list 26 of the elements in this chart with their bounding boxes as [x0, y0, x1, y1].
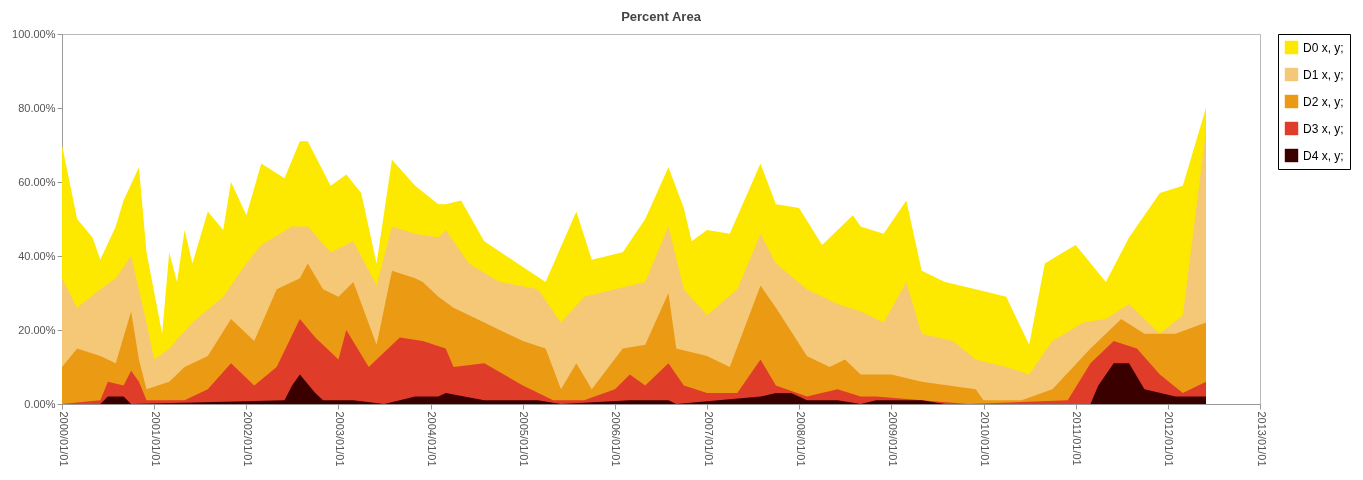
- x-tick-label: 2013/01/01: [1255, 411, 1268, 467]
- y-tick-label: 40.00%: [18, 249, 56, 262]
- x-tick-label: 2005/01/01: [518, 411, 531, 467]
- y-tick-label: 100.00%: [12, 27, 56, 40]
- x-tick-label: 2012/01/01: [1163, 411, 1176, 467]
- y-tick-label: 60.00%: [18, 175, 56, 188]
- x-tick-label: 2006/01/01: [610, 411, 623, 467]
- x-tick-label: 2007/01/01: [702, 411, 715, 467]
- x-tick-label: 2004/01/01: [426, 411, 439, 467]
- chart-title: Percent Area: [621, 9, 702, 24]
- x-tick-label: 2000/01/01: [57, 411, 70, 467]
- y-tick-label: 20.00%: [18, 323, 56, 336]
- legend-label: D0 x, y;: [1303, 40, 1344, 55]
- legend-label: D1 x, y;: [1303, 67, 1344, 82]
- x-tick-label: 2001/01/01: [149, 411, 162, 467]
- x-tick-label: 2010/01/01: [979, 411, 992, 467]
- x-tick-label: 2008/01/01: [794, 411, 807, 467]
- x-tick-label: 2009/01/01: [886, 411, 899, 467]
- x-tick-label: 2003/01/01: [333, 411, 346, 467]
- legend-label: D2 x, y;: [1303, 94, 1344, 109]
- x-tick-label: 2002/01/01: [241, 411, 254, 467]
- legend-label: D3 x, y;: [1303, 121, 1344, 136]
- y-tick-label: 80.00%: [18, 101, 56, 114]
- legend-label: D4 x, y;: [1303, 148, 1344, 163]
- y-tick-label: 0.00%: [24, 397, 56, 410]
- x-tick-label: 2011/01/01: [1071, 411, 1084, 466]
